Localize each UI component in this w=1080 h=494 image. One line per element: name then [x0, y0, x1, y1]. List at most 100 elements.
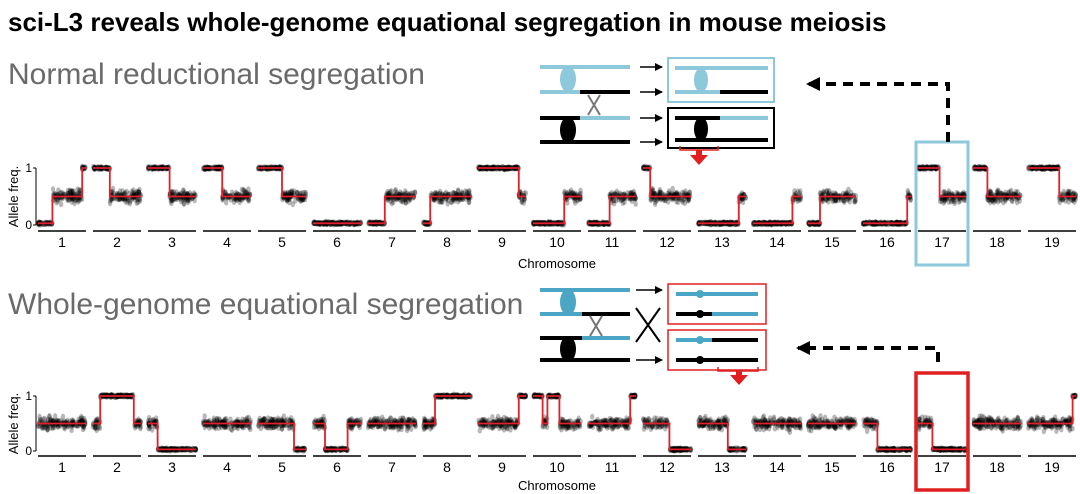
allele-point	[58, 201, 64, 208]
chromosome-2: 2	[90, 391, 144, 475]
allele-point	[114, 190, 120, 197]
chromosome-2: 2	[91, 163, 144, 250]
chromosome-4: 4	[200, 164, 253, 250]
allele-point	[993, 196, 999, 203]
allele-point	[242, 188, 248, 195]
allele-point	[641, 416, 646, 423]
chromosome-tick-label: 19	[1044, 234, 1060, 250]
allele-point	[285, 189, 290, 196]
allele-point	[180, 196, 185, 203]
chromosome-tick-label: 1	[58, 234, 66, 250]
allele-point	[286, 425, 292, 432]
allele-point	[233, 189, 238, 196]
allele-point	[47, 413, 52, 419]
chromosome-5: 5	[255, 163, 309, 250]
allele-point	[134, 199, 139, 206]
allele-point	[57, 196, 62, 202]
allele-point	[50, 186, 56, 193]
chromosome-17: 17	[916, 163, 969, 250]
allele-point	[625, 190, 630, 197]
allele-point	[72, 200, 77, 207]
allele-point	[58, 190, 64, 197]
allele-point	[223, 189, 228, 196]
allele-point	[285, 190, 290, 197]
allele-point	[147, 414, 152, 421]
allele-point	[187, 190, 193, 197]
chromosome-6: 6	[311, 413, 364, 475]
allele-point	[280, 196, 285, 203]
allele-point	[220, 196, 225, 203]
allele-point	[69, 188, 75, 195]
chromosome-tick-label: 5	[278, 234, 286, 250]
allele-point	[501, 426, 507, 433]
chromosome-13: 13	[696, 190, 748, 250]
chromosome-tick-label: 3	[168, 459, 176, 475]
allele-point	[641, 425, 647, 432]
allele-point	[54, 199, 59, 206]
allele-point	[602, 417, 608, 424]
allele-point	[182, 200, 187, 207]
chromosome-tick-label: 6	[333, 234, 341, 250]
allele-point	[302, 189, 307, 196]
allele-point	[480, 417, 485, 424]
allele-point	[178, 190, 183, 197]
allele-point	[633, 200, 638, 207]
allele-point	[578, 187, 583, 194]
allele-point	[290, 189, 295, 196]
chromosome-8: 8	[420, 187, 473, 250]
allele-point	[300, 190, 305, 196]
panel-title-normal: Normal reductional segregation	[8, 58, 425, 91]
allele-point	[286, 196, 292, 202]
allele-point	[120, 196, 126, 203]
chromosome-10: 10	[530, 187, 583, 250]
allele-point	[245, 196, 251, 203]
allele-point	[246, 186, 251, 193]
allele-point	[300, 196, 305, 203]
allele-point	[174, 189, 179, 196]
allele-point	[67, 188, 73, 195]
allele-point	[430, 423, 435, 430]
allele-point	[290, 201, 296, 208]
chromosome-tick-label: 11	[605, 459, 620, 475]
allele-point	[126, 190, 132, 197]
allele-point	[301, 196, 306, 203]
chromosome-tick-label: 3	[168, 234, 176, 250]
fit-line	[203, 167, 251, 198]
allele-point	[184, 196, 189, 203]
allele-point	[181, 190, 187, 197]
allele-point	[241, 187, 246, 194]
allele-point	[202, 166, 208, 173]
allele-point	[55, 198, 60, 204]
chromosome-9: 9	[475, 163, 528, 250]
chromosome-tick-label: 4	[223, 459, 231, 475]
allele-point	[239, 196, 244, 203]
allele-point	[229, 189, 235, 196]
allele-point	[60, 189, 65, 196]
allele-point	[169, 200, 174, 207]
allele-point	[69, 196, 74, 202]
allele-point	[76, 196, 81, 203]
allele-point	[238, 196, 243, 203]
allele-point	[652, 415, 657, 422]
chromosome-11: 11	[586, 392, 638, 475]
chromosome-11: 11	[586, 188, 638, 250]
chromosome-tick-label: 17	[934, 234, 950, 250]
allele-point	[175, 196, 180, 203]
allele-point	[60, 413, 66, 420]
allele-point	[170, 189, 175, 196]
allele-point	[70, 189, 75, 196]
y-tick-label: 1	[25, 161, 32, 175]
allele-point	[303, 189, 309, 196]
allele-point	[116, 196, 121, 203]
allele-point	[122, 189, 128, 196]
allele-point	[244, 415, 250, 422]
y-axis-label: Allele freq.	[6, 393, 21, 454]
fit-line	[93, 167, 141, 198]
allele-point	[203, 421, 208, 428]
allele-point	[393, 186, 398, 193]
allele-point	[289, 188, 294, 194]
allele-point	[185, 196, 190, 203]
allele-point	[239, 186, 245, 193]
plot-normal: Allele freq. 011 2 3 4 5 6 7 8 9 10 11 12 13 14 15 16 17 1…	[6, 140, 1079, 271]
